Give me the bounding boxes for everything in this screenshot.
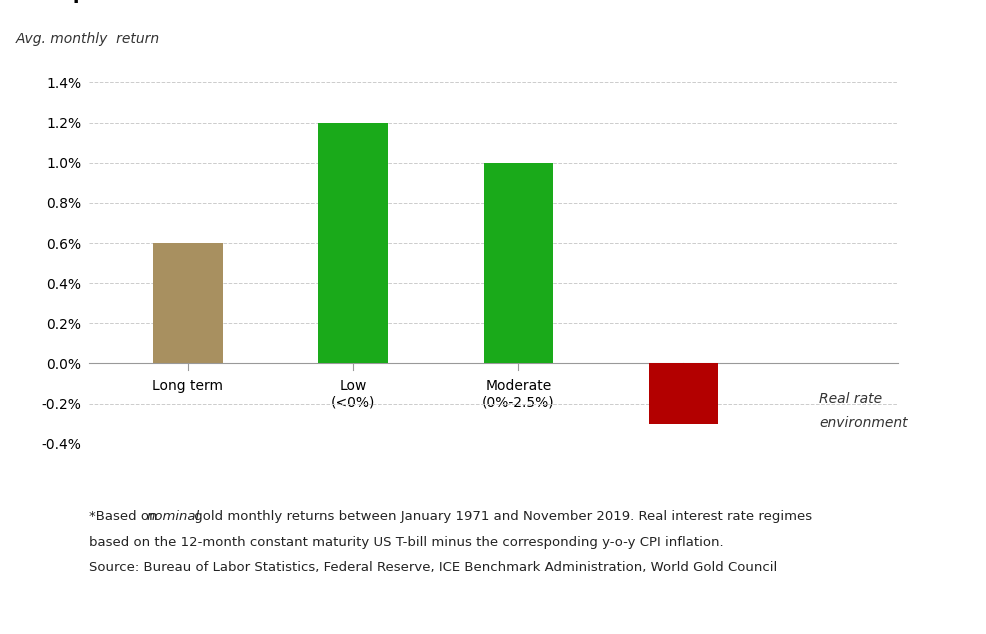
Text: nominal: nominal xyxy=(146,510,199,524)
Text: Real rate: Real rate xyxy=(818,392,881,406)
Text: based on the 12-month constant maturity US T-bill minus the corresponding y-o-y : based on the 12-month constant maturity … xyxy=(89,536,723,549)
Bar xyxy=(153,243,223,363)
Text: environment: environment xyxy=(818,416,906,430)
Bar xyxy=(483,163,552,363)
Text: Source: Bureau of Labor Statistics, Federal Reserve, ICE Benchmark Administratio: Source: Bureau of Labor Statistics, Fede… xyxy=(89,561,776,574)
Bar xyxy=(318,122,387,363)
Text: *Based on: *Based on xyxy=(89,510,162,524)
Text: Gold performance in various real rate environments*: Gold performance in various real rate en… xyxy=(16,0,599,3)
Bar xyxy=(648,363,718,424)
Text: gold monthly returns between January 1971 and November 2019. Real interest rate : gold monthly returns between January 197… xyxy=(189,510,810,524)
Text: Avg. monthly  return: Avg. monthly return xyxy=(16,32,160,46)
